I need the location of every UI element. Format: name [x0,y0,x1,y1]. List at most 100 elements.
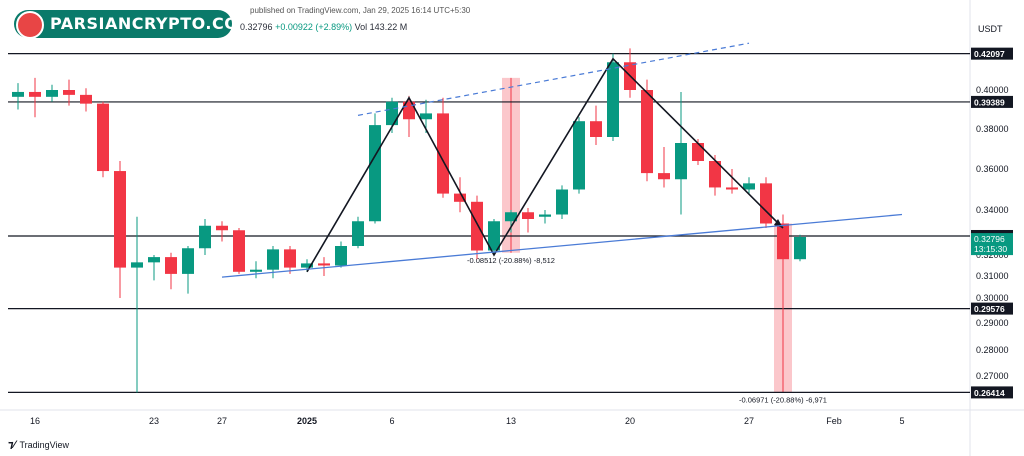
candle-body [199,225,211,249]
candle [624,48,636,98]
candle-body [97,103,109,172]
candle [794,234,806,262]
candle [233,228,245,274]
resistance-trendline[interactable] [357,42,750,116]
candle-body [12,91,24,97]
candle-body [437,113,449,194]
candle-body [420,113,432,120]
candle-body [352,221,364,246]
time-tick-label: 16 [30,416,40,426]
candle-body [148,257,160,263]
candle [505,210,517,233]
candle-body [182,248,194,274]
candle [590,105,602,145]
current-price-tag [971,233,1013,256]
price-tick-label: 0.29000 [976,318,1009,328]
measure-label: -0.08512 (-20.88%) -8,512 [467,256,555,265]
candle-body [556,189,568,215]
price-tick-label: 0.36000 [976,164,1009,174]
candle-body [471,201,483,251]
candle-body [794,237,806,260]
candle-body [165,257,177,274]
candlestick-series [12,48,806,393]
price-tick-label: 0.34000 [976,205,1009,215]
candle [97,101,109,178]
candle [556,185,568,219]
candle [743,177,755,194]
candle-body [284,249,296,268]
candle [29,77,41,118]
countdown-label: 13:15:30 [974,244,1007,254]
candle [709,155,721,196]
candle-body [522,212,534,219]
candle-body [454,193,466,202]
candle-body [233,230,245,272]
candle [12,83,24,110]
level-price-label: 0.26414 [974,388,1005,398]
support-trendline[interactable] [221,213,903,278]
level-price-tag [971,386,1013,399]
candle-body [114,171,126,268]
candle [352,216,364,249]
candle [80,88,92,112]
time-axis[interactable]: 16 23 27 2025 6 13 20 27 Feb 5 [30,416,905,426]
candle [131,216,143,393]
logo-mark-icon [16,11,44,39]
candle [420,99,432,133]
candle-body [675,143,687,180]
byline: published on TradingView.com, Jan 29, 20… [250,6,471,15]
symbol-header: 0.32796 +0.00922 (+2.89%) Vol 143.22 M [240,22,407,32]
candle-body [658,173,670,180]
candle [726,169,738,194]
candle-body [726,187,738,190]
tradingview-brand[interactable]: ⁊⁄ TradingView [8,438,69,451]
candle [284,246,296,274]
time-tick-label: 2025 [297,416,317,426]
candle-body [46,90,58,97]
price-tick-label: 0.31000 [976,271,1009,281]
price-tick-label: 0.38000 [976,124,1009,134]
volume-label: Vol [354,22,368,32]
price-tick-label: 0.30000 [976,293,1009,303]
tradingview-logo-icon: ⁊⁄ [8,439,16,451]
candle [437,97,449,198]
level-price-label: 0.39389 [974,97,1005,107]
level-price-tag [971,302,1013,315]
time-tick-label: Feb [826,416,842,426]
time-tick-label: 27 [217,416,227,426]
candle [46,84,58,102]
candle-body [709,161,721,188]
header-price: 0.32796 [240,22,273,32]
candle [471,195,483,260]
candle-body [80,94,92,104]
price-axis[interactable]: USDT0.400000.380000.360000.340000.320000… [971,24,1013,399]
pattern-zigzag-line[interactable] [306,57,784,273]
candle-body [29,91,41,97]
watermark-text: PARSIANCRYPTO.COM [50,14,255,33]
candle-body [335,246,347,266]
candle [165,252,177,290]
time-tick-label: 6 [389,416,394,426]
candle-body [607,62,619,138]
candle-body [131,262,143,268]
horizontal-levels[interactable] [8,53,970,394]
time-tick-label: 13 [506,416,516,426]
candle [675,91,687,215]
time-tick-label: 5 [899,416,904,426]
level-price-tag [971,95,1013,108]
candle-body [641,90,653,174]
candle [522,207,534,233]
current-price-label: 0.32796 [974,234,1005,244]
candle-body [743,183,755,190]
candle [539,210,551,224]
level-price-label: 0.42097 [974,49,1005,59]
candle-body [386,101,398,126]
pattern-drawings[interactable] [221,42,903,278]
price-tick-label: 0.28000 [976,345,1009,355]
price-tick-label: 0.40000 [976,85,1009,95]
candle [641,79,653,182]
candle [335,241,347,268]
candle-body [216,225,228,231]
watermark-logo: PARSIANCRYPTO.COM [14,10,254,39]
